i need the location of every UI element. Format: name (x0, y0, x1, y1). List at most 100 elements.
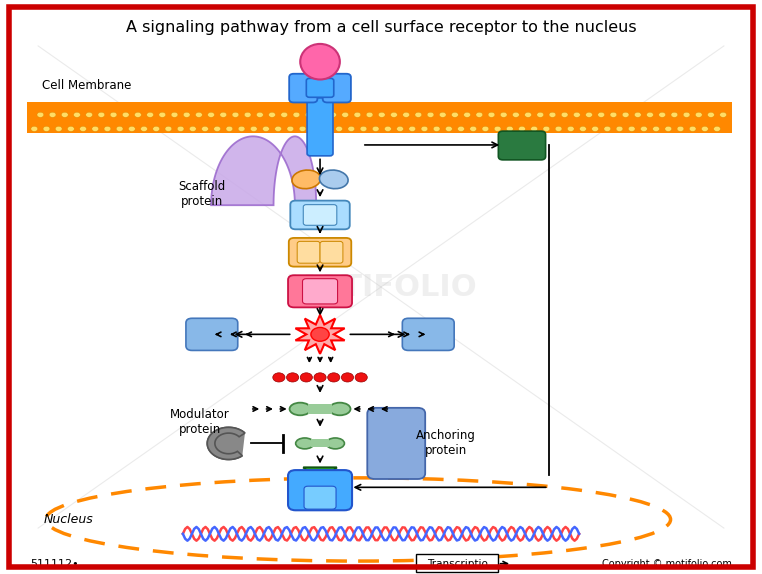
Circle shape (397, 126, 404, 131)
Text: MOTIFOLIO: MOTIFOLIO (285, 273, 477, 301)
Circle shape (165, 126, 172, 131)
Text: Transcriptio: Transcriptio (427, 559, 488, 569)
Circle shape (311, 327, 329, 341)
Circle shape (714, 126, 721, 131)
Circle shape (152, 126, 160, 131)
FancyBboxPatch shape (320, 241, 343, 263)
Circle shape (567, 126, 574, 131)
Circle shape (677, 126, 684, 131)
Circle shape (67, 126, 75, 131)
Polygon shape (303, 467, 337, 483)
Circle shape (147, 112, 154, 118)
FancyBboxPatch shape (402, 318, 454, 350)
Circle shape (360, 126, 367, 131)
Circle shape (49, 112, 56, 118)
Circle shape (427, 112, 434, 118)
Circle shape (293, 112, 299, 118)
Circle shape (561, 112, 568, 118)
Ellipse shape (290, 402, 311, 415)
Circle shape (385, 126, 392, 131)
Circle shape (141, 126, 148, 131)
Circle shape (287, 373, 299, 382)
Circle shape (434, 126, 440, 131)
Text: Copyright © motifolio.com: Copyright © motifolio.com (602, 559, 732, 569)
Circle shape (574, 112, 581, 118)
Circle shape (207, 112, 215, 118)
Circle shape (665, 126, 672, 131)
Circle shape (62, 112, 69, 118)
Circle shape (488, 112, 495, 118)
Circle shape (323, 126, 330, 131)
Circle shape (317, 112, 325, 118)
Circle shape (336, 126, 343, 131)
Text: Scaffold
protein: Scaffold protein (178, 180, 226, 208)
Circle shape (463, 112, 471, 118)
Ellipse shape (329, 402, 351, 415)
Circle shape (610, 112, 617, 118)
Polygon shape (211, 137, 316, 205)
Circle shape (269, 112, 275, 118)
Circle shape (37, 112, 44, 118)
Circle shape (586, 112, 593, 118)
Circle shape (501, 112, 507, 118)
Circle shape (348, 126, 355, 131)
Circle shape (592, 126, 599, 131)
Circle shape (696, 112, 703, 118)
Circle shape (104, 126, 111, 131)
Circle shape (226, 126, 233, 131)
Circle shape (476, 112, 483, 118)
Polygon shape (296, 315, 344, 354)
Bar (308, 404, 332, 413)
Circle shape (452, 112, 459, 118)
Circle shape (238, 126, 245, 131)
Circle shape (616, 126, 623, 131)
FancyBboxPatch shape (304, 486, 336, 509)
Circle shape (702, 126, 709, 131)
Circle shape (629, 126, 636, 131)
Circle shape (189, 126, 197, 131)
Circle shape (653, 126, 660, 131)
Circle shape (507, 126, 514, 131)
Polygon shape (207, 428, 245, 459)
Circle shape (469, 126, 477, 131)
Circle shape (647, 112, 654, 118)
Circle shape (409, 126, 416, 131)
Circle shape (250, 126, 258, 131)
Circle shape (354, 112, 361, 118)
Circle shape (684, 112, 690, 118)
FancyBboxPatch shape (367, 408, 425, 479)
Circle shape (513, 112, 520, 118)
Circle shape (122, 112, 129, 118)
Text: Nucleus: Nucleus (43, 513, 94, 526)
Circle shape (184, 112, 190, 118)
Circle shape (244, 112, 251, 118)
Circle shape (273, 373, 285, 382)
Circle shape (707, 112, 715, 118)
Circle shape (482, 126, 489, 131)
Circle shape (379, 112, 385, 118)
Text: Modulator
protein: Modulator protein (170, 408, 229, 436)
FancyBboxPatch shape (289, 238, 351, 266)
Circle shape (73, 112, 81, 118)
Circle shape (341, 373, 354, 382)
Circle shape (537, 112, 544, 118)
FancyBboxPatch shape (416, 554, 498, 572)
Circle shape (580, 126, 587, 131)
Ellipse shape (300, 44, 340, 79)
FancyBboxPatch shape (303, 204, 337, 225)
Circle shape (623, 112, 629, 118)
Circle shape (262, 126, 269, 131)
Bar (27, 102, 732, 133)
Circle shape (91, 126, 99, 131)
Circle shape (690, 126, 696, 131)
Circle shape (440, 112, 447, 118)
Circle shape (604, 126, 611, 131)
Circle shape (495, 126, 501, 131)
Circle shape (314, 373, 326, 382)
FancyBboxPatch shape (306, 78, 334, 97)
Circle shape (232, 112, 239, 118)
FancyBboxPatch shape (307, 98, 333, 156)
Circle shape (135, 112, 142, 118)
Circle shape (128, 126, 136, 131)
Ellipse shape (296, 438, 314, 449)
